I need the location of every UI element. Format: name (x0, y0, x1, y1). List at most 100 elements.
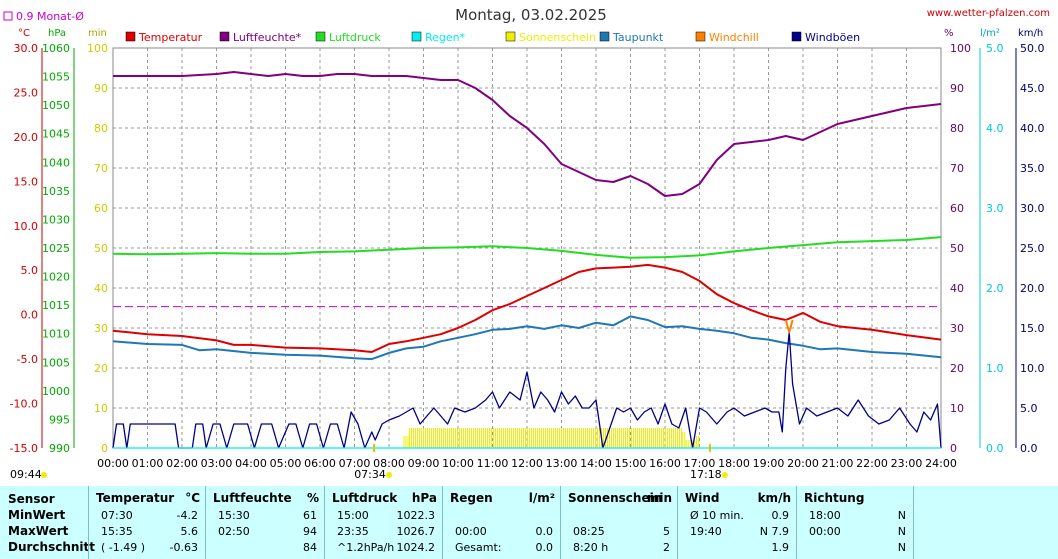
series-line (112, 263, 942, 353)
x-tick-label: 15:00 (615, 457, 647, 470)
stats-cell-value: N (897, 509, 906, 522)
legend-label: Taupunkt (612, 31, 664, 44)
left-axes: 30.0 25.0 20.0 15.0 10.0 5.0 0.0 -5.0 -10.0 -15.0… (10, 42, 108, 455)
rain-tick: 4.0 (986, 122, 1004, 135)
pressure-tick: 1060 (42, 42, 70, 55)
stats-row-label: Durchschnitt (8, 540, 96, 554)
legend-swatch (695, 31, 706, 42)
stats-row-label: MinWert (8, 508, 66, 522)
weather-chart: Montag, 03.02.2025 www.wetter-pfalzen.co… (3, 6, 1050, 481)
sunrise-label: 07:34 (354, 468, 386, 481)
legend-label: Windböen (805, 31, 860, 44)
legend-label: Sonnenschein (519, 31, 596, 44)
rain-tick: 1.0 (986, 362, 1004, 375)
humidity-tick: 30 (950, 322, 964, 335)
chart-series (112, 71, 942, 449)
minutes-tick: 70 (94, 162, 108, 175)
x-tick-label: 24:00 (925, 457, 957, 470)
minutes-tick: 40 (94, 282, 108, 295)
x-tick-label: 09:00 (408, 457, 440, 470)
stats-cell-value: N (897, 541, 906, 554)
unit-humidity: % (944, 28, 954, 39)
stats-cell-time: 8:20 h (573, 541, 609, 554)
temp-tick: 0.0 (21, 309, 39, 322)
stats-column-title: Richtung (804, 491, 865, 505)
temp-tick: 5.0 (21, 264, 39, 277)
x-tick-label: 11:00 (477, 457, 509, 470)
minutes-tick: 100 (87, 42, 108, 55)
x-tick-label: 10:00 (442, 457, 474, 470)
wind-tick: 30.0 (1020, 202, 1045, 215)
stats-cell-time: 15:00 (337, 509, 369, 522)
stats-column: Sonnenschein min 08:25 5 8:20 h 2 (560, 486, 678, 559)
x-tick-label: 05:00 (270, 457, 302, 470)
legend-label: Regen* (425, 31, 466, 44)
sun-markers: 07:34 17:18 09:44 (10, 444, 728, 481)
stats-panel: Sensor MinWert MaxWert Durchschnitt Tempera… (0, 486, 1058, 559)
legend-item: Regen* (411, 31, 466, 44)
minutes-tick: 80 (94, 122, 108, 135)
legend-label: Windchill (709, 31, 759, 44)
stats-cell-time: 15:35 (101, 525, 133, 538)
legend-swatch (791, 31, 802, 42)
minutes-tick: 30 (94, 322, 108, 335)
minutes-tick: 90 (94, 82, 108, 95)
stats-cell-value: 1.9 (771, 541, 790, 554)
humidity-tick: 90 (950, 82, 964, 95)
stats-column: Regen l/m² 00:00 0.0 Gesamt: 0.0 (442, 486, 561, 559)
humidity-tick: 0 (950, 442, 957, 455)
stats-cell-time: 18:00 (809, 509, 841, 522)
wind-tick: 35.0 (1020, 162, 1045, 175)
legend-swatch (219, 31, 230, 42)
x-tick-label: 22:00 (856, 457, 888, 470)
x-tick-label: 01:00 (132, 457, 164, 470)
temp-tick: 25.0 (14, 86, 39, 99)
stats-column-title: Sonnenschein (568, 491, 663, 505)
minutes-tick: 10 (94, 402, 108, 415)
stats-cell-value: N (897, 525, 906, 538)
pressure-tick: 1015 (42, 299, 70, 312)
pressure-tick: 1050 (42, 99, 70, 112)
pressure-tick: 990 (49, 442, 70, 455)
legend-item: Windchill (695, 31, 759, 44)
temp-tick: -15.0 (10, 442, 38, 455)
stats-cell-time: 08:25 (573, 525, 605, 538)
stats-column: Richtung 18:00 N 00:00 N N (796, 486, 914, 559)
humidity-tick: 50 (950, 242, 964, 255)
stats-cell-value: 0.9 (771, 509, 790, 522)
x-tick-label: 14:00 (580, 457, 612, 470)
stats-cell-value: 1026.7 (396, 525, 436, 538)
pressure-tick: 1020 (42, 271, 70, 284)
stats-cell-value: 5 (663, 525, 670, 538)
stats-column: Luftdruck hPa 15:00 1022.3 23:35 1026.7 ^1.2hP… (324, 486, 443, 559)
legend-swatch (315, 31, 326, 42)
pressure-tick: 995 (49, 413, 70, 426)
site-link[interactable]: www.wetter-pfalzen.com (927, 8, 1050, 19)
unit-rain: l/m² (980, 28, 1000, 39)
stats-cell-value: 1022.3 (396, 509, 436, 522)
legend-label: Temperatur (138, 31, 203, 44)
stats-empty-column (913, 486, 1058, 559)
stats-column-unit: % (306, 491, 319, 505)
rain-tick: 5.0 (986, 42, 1004, 55)
legend-swatch (599, 31, 610, 42)
legend-label: Luftdruck (329, 31, 381, 44)
rain-tick: 3.0 (986, 202, 1004, 215)
legend-swatch (505, 31, 516, 42)
stats-column-title: Luftfeuchte (213, 491, 292, 505)
stats-row-label: Sensor (8, 492, 55, 506)
stats-column-unit: km/h (757, 491, 791, 505)
x-tick-label: 02:00 (166, 457, 198, 470)
legend-label: Luftfeuchte* (233, 31, 302, 44)
stats-cell-value: 1024.2 (396, 541, 436, 554)
x-tick-label: 21:00 (822, 457, 854, 470)
stats-cell-time: ^1.2hPa/h (337, 541, 395, 554)
wind-tick: 25.0 (1020, 242, 1045, 255)
x-tick-label: 17:00 (684, 457, 716, 470)
stats-cell-time: Gesamt: (455, 541, 502, 554)
pressure-tick: 1005 (42, 356, 70, 369)
x-axis: 00:00 01:00 02:00 03:00 04:00 05:00 06:00 07:00… (97, 457, 957, 470)
pressure-tick: 1030 (42, 213, 70, 226)
pressure-tick: 1025 (42, 242, 70, 255)
minutes-tick: 0 (101, 442, 108, 455)
